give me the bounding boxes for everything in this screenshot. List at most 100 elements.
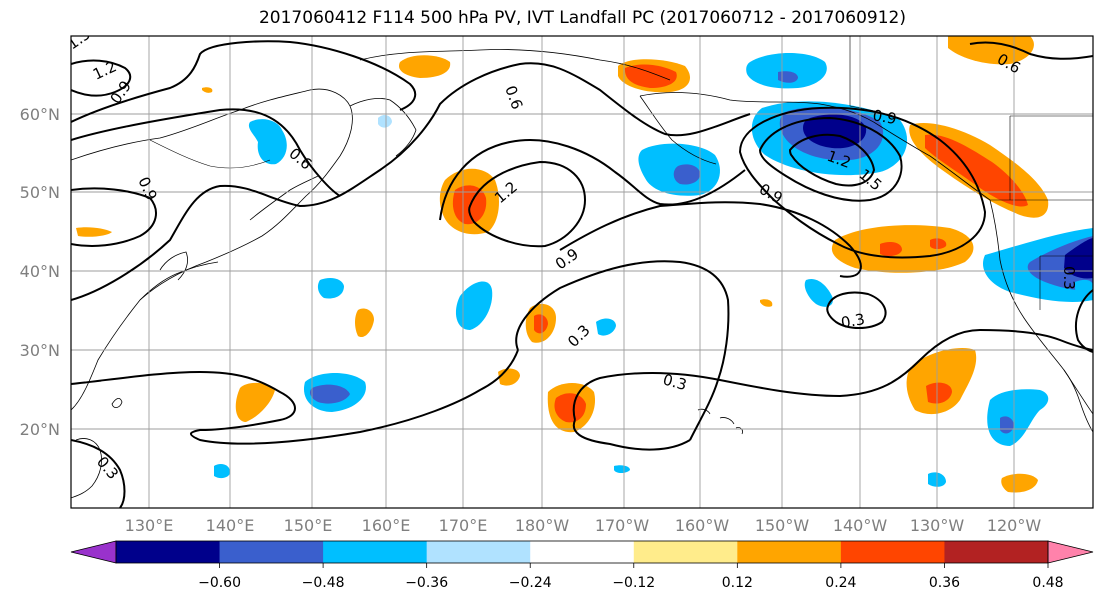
shade-negative-north-core — [778, 71, 798, 83]
coast-philippines — [71, 438, 102, 499]
colorbar-tick-label: −0.60 — [198, 575, 241, 591]
lon-tick-label: 160°W — [675, 516, 730, 535]
lon-axis: 130°E 140°E 150°E 160°E 170°E 180°W 170°… — [125, 516, 1042, 535]
colorbar: −0.60 −0.48 −0.36 −0.24 −0.12 0.12 0.24 0.36 0.4… — [70, 540, 1094, 591]
coast-alaska — [639, 92, 991, 201]
shade-negative-subtropic-core — [310, 384, 350, 404]
shade-positive-central-1-core — [534, 314, 548, 334]
colorbar-tick-label: 0.48 — [1032, 575, 1063, 591]
coast-kamchatka — [349, 98, 417, 157]
colorbar-segment — [426, 541, 531, 563]
coast-siberia-north — [359, 49, 671, 81]
map-frame — [70, 35, 1094, 509]
shade-positive-small-2 — [202, 87, 213, 93]
colorbar-segment — [116, 541, 221, 563]
colorbar-segments — [116, 541, 1049, 563]
contour-1-2-gulf — [758, 116, 903, 202]
colorbar-extend-high — [1047, 540, 1094, 564]
lat-tick-label: 50°N — [20, 183, 60, 202]
coast-mexico — [1063, 369, 1093, 433]
shade-negative-japan — [248, 119, 287, 165]
coast-alaska-west — [639, 95, 717, 165]
colorbar-tick-label: −0.12 — [612, 575, 655, 591]
shade-negative-bering-core — [673, 164, 700, 185]
contour-0-3-east-loop — [826, 291, 887, 329]
graticule — [71, 36, 1093, 508]
colorbar-frame — [115, 540, 1049, 564]
shade-positive-arctic-core — [624, 64, 677, 88]
contour-0-3-east — [572, 328, 1093, 421]
lon-tick-label: 150°E — [284, 516, 333, 535]
shade-negative-west-us-core — [1064, 238, 1093, 279]
lon-tick-label: 130°E — [125, 516, 174, 535]
contour-label: 0.9 — [871, 106, 898, 128]
colorbar-segment — [323, 541, 428, 563]
shade-negative-small-3 — [614, 465, 630, 473]
shade-negative-kamchatka — [378, 115, 392, 128]
coastlines — [71, 49, 1093, 499]
lat-tick-label: 20°N — [20, 420, 60, 439]
shade-negative-east-1 — [804, 278, 833, 307]
figure-title: 2017060412 F114 500 hPa PV, IVT Landfall… — [258, 8, 906, 28]
lon-tick-label: 150°W — [755, 516, 810, 535]
colorbar-tick-label: 0.12 — [722, 575, 753, 591]
colorbar-segment — [840, 541, 945, 563]
colorbar-tick-label: −0.48 — [302, 575, 345, 591]
contour-0-6-asia — [71, 108, 341, 197]
lon-tick-label: 160°E — [362, 516, 411, 535]
shade-positive-south-east — [1001, 473, 1038, 493]
shade-positive-alaska-coast-core — [925, 134, 1028, 207]
coast-asia — [71, 88, 353, 411]
lon-tick-label: 170°E — [439, 516, 488, 535]
shade-positive-east-subtropic — [906, 348, 977, 415]
contour-0-9-gulf — [738, 106, 987, 259]
shade-negative-small-1 — [214, 464, 230, 479]
coast-japan — [249, 175, 319, 221]
contour-0-6-main — [71, 62, 751, 301]
colorbar-segment — [219, 541, 324, 563]
lon-tick-label: 130°W — [910, 516, 965, 535]
colorbar-segment — [530, 541, 635, 563]
shade-positive-small-1 — [760, 299, 773, 307]
colorbar-tick-label: −0.24 — [509, 575, 552, 591]
lon-tick-label: 120°W — [987, 516, 1042, 535]
shade-positive-central-2 — [355, 308, 374, 338]
lon-tick-label: 170°W — [595, 516, 650, 535]
shade-positive-east-subtropic-core — [926, 382, 952, 404]
contour-0-9-north-west — [71, 40, 417, 123]
shade-positive-ne-pacific-core2 — [930, 238, 947, 249]
border-us-states — [1009, 115, 1093, 310]
contour-0-9-middle — [439, 139, 746, 221]
colorbar-ticks: −0.60 −0.48 −0.36 −0.24 −0.12 0.12 0.24 0.36 0.4… — [198, 563, 1064, 591]
contour-0-3-far-east — [1074, 289, 1093, 353]
colorbar-tick-label: 0.24 — [825, 575, 856, 591]
lon-tick-label: 140°W — [833, 516, 888, 535]
lon-tick-label: 140°E — [206, 516, 255, 535]
shade-negative-central-3 — [596, 318, 616, 336]
coast-north-america — [989, 199, 1093, 415]
border-russia-china — [149, 139, 271, 169]
shade-positive-ne-pacific — [831, 225, 974, 273]
colorbar-segment — [944, 541, 1049, 563]
lon-tick-label: 180°W — [515, 516, 570, 535]
contour-label: 0.3 — [661, 370, 689, 394]
contour-label: 0.3 — [840, 310, 867, 332]
shade-positive-west-subtropic — [235, 382, 275, 422]
shade-positive-ne-pacific-core — [880, 242, 902, 257]
lat-tick-label: 60°N — [20, 105, 60, 124]
contour-1-5-gulf — [788, 133, 876, 187]
shade-negative-central-1 — [455, 281, 493, 330]
contour-label: 0.3 — [1060, 266, 1078, 290]
contour-1-2-west — [71, 59, 132, 97]
colorbar-tick-label: −0.36 — [405, 575, 448, 591]
shade-negative-north — [746, 53, 827, 89]
contour-0-6-east — [969, 41, 1093, 60]
pv-contours — [71, 40, 1093, 508]
contour-1-2-dateline — [468, 160, 587, 248]
colorbar-segment — [737, 541, 842, 563]
shade-positive-west-edge — [76, 227, 112, 237]
contour-0-9-west — [71, 187, 157, 247]
colorbar-extend-low — [70, 540, 117, 564]
lat-axis: 60°N 50°N 40°N 30°N 20°N — [20, 105, 60, 439]
lat-tick-label: 40°N — [20, 262, 60, 281]
